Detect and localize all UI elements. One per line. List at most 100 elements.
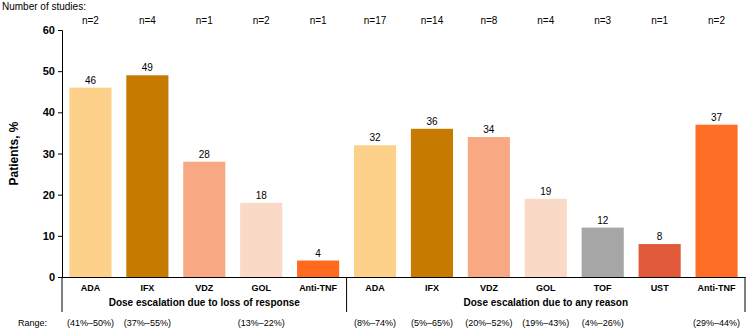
y-tick-mark (58, 236, 62, 237)
y-axis: 0 10 20 30 40 50 60 (43, 24, 63, 283)
ranges: (41%–50%) (37%–55%) (13%–22%) (8%–74%) (5%–6… (67, 318, 740, 328)
y-tick: 30 (43, 148, 62, 160)
x-tick-label: Anti-TNF (299, 283, 337, 293)
y-tick: 60 (43, 24, 62, 36)
bar (69, 88, 111, 277)
x-axis: ADA IFX VDZ GOL Anti-TNF ADA IFX VDZ GOL TOF UST An… (63, 278, 746, 294)
x-tick: Anti-TNF (299, 283, 337, 293)
x-tick: VDZ (195, 283, 214, 293)
bar (354, 145, 396, 277)
bar (695, 125, 737, 277)
data-label: 34 (483, 124, 495, 135)
study-count: n=2 (708, 15, 725, 26)
data-label: 46 (85, 75, 97, 86)
group-label: Dose escalation due to loss of response (109, 297, 301, 308)
x-tick: GOL (251, 283, 271, 293)
study-count: n=8 (480, 15, 497, 26)
y-tick-mark (58, 195, 62, 196)
group-separator (346, 277, 347, 312)
y-tick: 20 (43, 189, 62, 201)
x-axis-line (63, 277, 746, 278)
y-tick-label: 30 (43, 148, 55, 160)
study-count: n=2 (82, 15, 99, 26)
x-tick: VDZ (480, 283, 499, 293)
bars (69, 75, 737, 277)
y-tick-label: 20 (43, 189, 55, 201)
group-separators (62, 277, 745, 312)
y-tick: 10 (43, 230, 62, 242)
studies-title: Number of studies: (2, 1, 86, 12)
range-label: (5%–65%) (411, 318, 453, 328)
x-tick-label: TOF (594, 283, 612, 293)
study-count: n=2 (253, 15, 270, 26)
x-tick: IFX (140, 283, 154, 293)
y-tick: 40 (43, 106, 62, 118)
study-count: n=4 (139, 15, 156, 26)
y-tick-label: 60 (43, 24, 55, 36)
y-tick-label: 10 (43, 230, 55, 242)
x-tick-label: ADA (81, 283, 101, 293)
y-tick: 0 (49, 271, 62, 283)
bar (525, 199, 567, 277)
study-count: n=4 (537, 15, 554, 26)
group-separator (745, 277, 746, 312)
study-count: n=3 (594, 15, 611, 26)
data-label: 49 (142, 62, 154, 73)
bar (297, 261, 339, 277)
data-label: 8 (657, 231, 663, 242)
data-label: 36 (426, 116, 438, 127)
y-tick-label: 50 (43, 65, 55, 77)
x-tick-label: GOL (536, 283, 556, 293)
study-count: n=1 (196, 15, 213, 26)
data-label: 18 (256, 190, 268, 201)
range-label: (37%–55%) (124, 318, 171, 328)
group-separator (62, 277, 63, 312)
bar (582, 228, 624, 277)
data-label: 37 (711, 112, 723, 123)
y-axis-line (58, 31, 63, 278)
study-count: n=14 (421, 15, 444, 26)
bar (126, 75, 168, 277)
x-tick: ADA (365, 283, 385, 293)
y-tick-mark (58, 30, 62, 31)
bar (639, 244, 681, 277)
y-tick-mark (58, 71, 62, 72)
x-tick: UST (651, 283, 670, 293)
y-tick-mark (58, 154, 62, 155)
x-tick: IFX (425, 283, 439, 293)
data-label: 28 (199, 149, 211, 160)
x-tick-label: Anti-TNF (698, 283, 736, 293)
x-tick-label: GOL (251, 283, 271, 293)
data-labels: 4649281843236341912837 (85, 62, 723, 258)
chart: 0 10 20 30 40 50 60 ADA IFX VDZ GOL Anti-TNF ADA IFX V… (0, 0, 753, 335)
x-tick: GOL (536, 283, 556, 293)
bar (183, 162, 225, 277)
studies: n=2n=4n=1n=2n=1n=17n=14n=8n=4n=3n=1n=2 (82, 15, 725, 26)
y-tick: 50 (43, 65, 62, 77)
range-label: (13%–22%) (238, 318, 285, 328)
data-label: 12 (597, 215, 609, 226)
range-label: (41%–50%) (67, 318, 114, 328)
y-tick-mark (58, 112, 62, 113)
x-tick: ADA (81, 283, 101, 293)
bar (240, 203, 282, 277)
x-tick-label: IFX (140, 283, 154, 293)
range-label: (29%–44%) (693, 318, 740, 328)
y-tick-mark (58, 277, 62, 278)
y-tick-label: 0 (49, 271, 55, 283)
x-tick: Anti-TNF (698, 283, 736, 293)
data-label: 19 (540, 186, 552, 197)
x-tick-label: VDZ (195, 283, 214, 293)
x-tick-label: ADA (365, 283, 385, 293)
data-label: 4 (315, 248, 321, 259)
y-tick-label: 40 (43, 106, 55, 118)
study-count: n=17 (364, 15, 387, 26)
x-tick-label: VDZ (480, 283, 499, 293)
bar (411, 129, 453, 277)
x-tick-label: UST (651, 283, 670, 293)
range-label: (19%–43%) (522, 318, 569, 328)
bar (468, 137, 510, 277)
range-label: (4%–26%) (582, 318, 624, 328)
range-label: (8%–74%) (354, 318, 396, 328)
y-axis-title: Patients, % (7, 121, 21, 185)
